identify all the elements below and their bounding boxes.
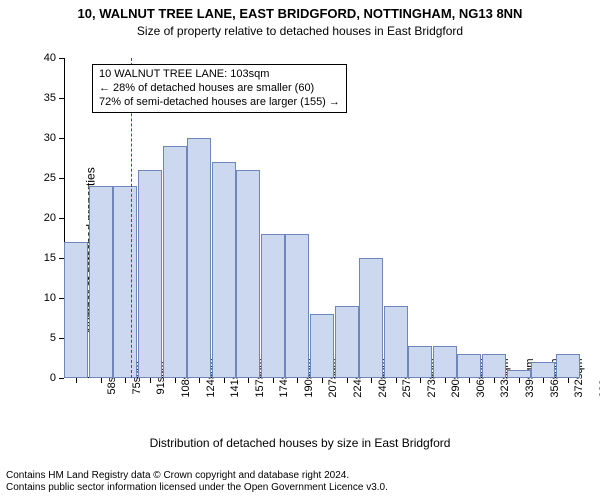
footer: Contains HM Land Registry data © Crown c… (6, 470, 388, 494)
bar (285, 234, 309, 378)
bar (212, 162, 236, 378)
bar (113, 186, 137, 378)
x-tick-label: 389sqm (568, 358, 600, 397)
chart-title: 10, WALNUT TREE LANE, EAST BRIDGFORD, NO… (0, 6, 600, 21)
bar (138, 170, 162, 378)
bar (236, 170, 260, 378)
y-tick-label: 15 (44, 252, 64, 264)
y-tick-label: 25 (44, 172, 64, 184)
y-tick-label: 20 (44, 212, 64, 224)
bar (261, 234, 285, 378)
footer-line-2: Contains public sector information licen… (6, 482, 388, 494)
x-axis-label: Distribution of detached houses by size … (0, 436, 600, 450)
y-tick-label: 5 (50, 332, 64, 344)
footer-line-1: Contains HM Land Registry data © Crown c… (6, 470, 388, 482)
y-tick-label: 30 (44, 132, 64, 144)
y-tick-label: 0 (50, 372, 64, 384)
chart-subtitle: Size of property relative to detached ho… (0, 24, 600, 38)
bar (64, 242, 88, 378)
bar (89, 186, 113, 378)
annotation-box: 10 WALNUT TREE LANE: 103sqm← 28% of deta… (92, 64, 347, 113)
annotation-line: 10 WALNUT TREE LANE: 103sqm (99, 68, 340, 82)
plot-area: 051015202530354058sqm75sqm91sqm108sqm124… (64, 58, 580, 378)
y-tick-label: 35 (44, 92, 64, 104)
annotation-line: ← 28% of detached houses are smaller (60… (99, 82, 340, 96)
bar (163, 146, 187, 378)
y-tick-label: 40 (44, 52, 64, 64)
y-tick-label: 10 (44, 292, 64, 304)
annotation-line: 72% of semi-detached houses are larger (… (99, 96, 340, 110)
bar (187, 138, 211, 378)
